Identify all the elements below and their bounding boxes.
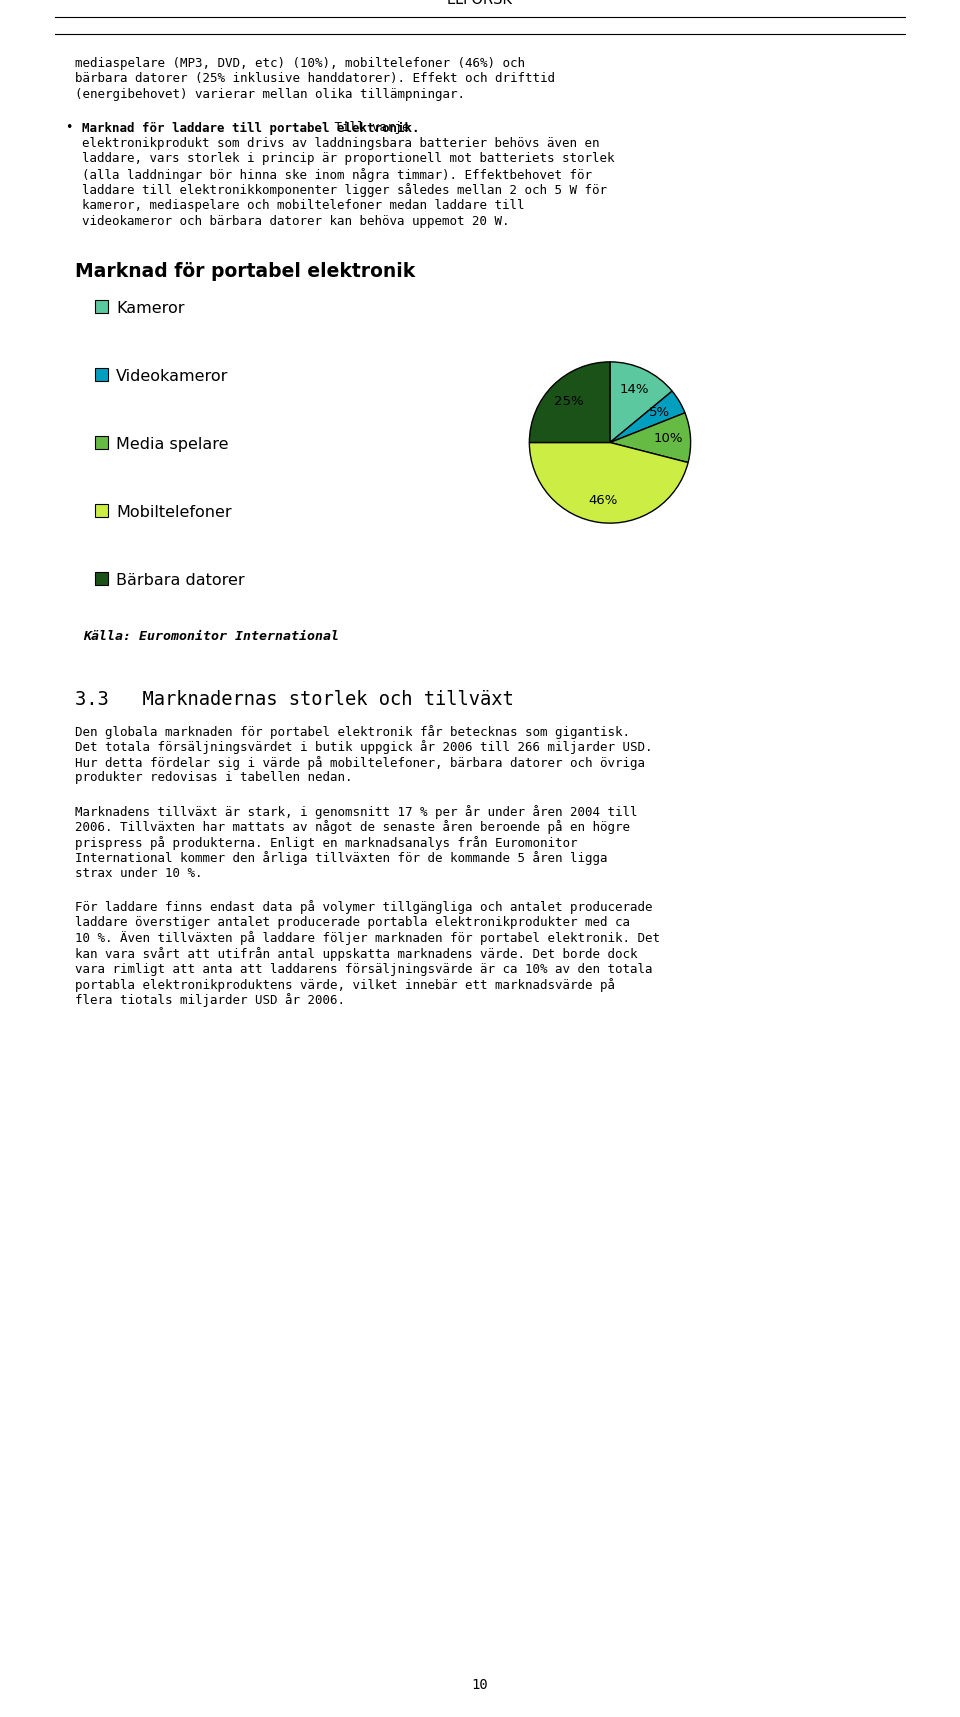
Text: Mobiltelefoner: Mobiltelefoner xyxy=(116,505,231,520)
Text: strax under 10 %.: strax under 10 %. xyxy=(75,867,203,881)
Text: videokameror och bärbara datorer kan behöva uppemot 20 W.: videokameror och bärbara datorer kan beh… xyxy=(82,215,510,227)
Text: ELFORSK: ELFORSK xyxy=(447,0,513,7)
Text: vara rimligt att anta att laddarens försäljningsvärde är ca 10% av den totala: vara rimligt att anta att laddarens förs… xyxy=(75,963,653,975)
Bar xyxy=(95,572,108,585)
Text: 25%: 25% xyxy=(554,395,584,409)
Text: laddare överstiger antalet producerade portabla elektronikprodukter med ca: laddare överstiger antalet producerade p… xyxy=(75,915,630,929)
Text: Källa: Euromonitor International: Källa: Euromonitor International xyxy=(83,630,339,642)
Text: Bärbara datorer: Bärbara datorer xyxy=(116,573,245,587)
Wedge shape xyxy=(529,362,610,443)
Text: 14%: 14% xyxy=(620,383,650,397)
Text: 5%: 5% xyxy=(649,407,670,419)
Text: bärbara datorer (25% inklusive handdatorer). Effekt och drifttid: bärbara datorer (25% inklusive handdator… xyxy=(75,72,555,86)
Text: För laddare finns endast data på volymer tillgängliga och antalet producerade: För laddare finns endast data på volymer… xyxy=(75,900,653,915)
Text: Marknad för laddare till portabel elektronik.: Marknad för laddare till portabel elektr… xyxy=(82,122,420,134)
Text: 10 %. Även tillväxten på laddare följer marknaden för portabel elektronik. Det: 10 %. Även tillväxten på laddare följer … xyxy=(75,932,660,946)
Bar xyxy=(95,505,108,517)
Wedge shape xyxy=(610,412,690,462)
Text: Marknad för portabel elektronik: Marknad för portabel elektronik xyxy=(75,263,416,282)
Text: (energibehovet) varierar mellan olika tillämpningar.: (energibehovet) varierar mellan olika ti… xyxy=(75,88,465,101)
Text: laddare till elektronikkomponenter ligger således mellan 2 och 5 W för: laddare till elektronikkomponenter ligge… xyxy=(82,184,607,197)
Text: Kameror: Kameror xyxy=(116,300,184,316)
Text: Till varje: Till varje xyxy=(327,122,410,134)
Wedge shape xyxy=(529,443,688,524)
Text: elektronikprodukt som drivs av laddningsbara batterier behövs även en: elektronikprodukt som drivs av laddnings… xyxy=(82,137,599,149)
Wedge shape xyxy=(610,391,685,443)
Text: •: • xyxy=(65,122,72,134)
Text: Marknadens tillväxt är stark, i genomsnitt 17 % per år under åren 2004 till: Marknadens tillväxt är stark, i genomsni… xyxy=(75,805,637,819)
Text: prispress på produkterna. Enligt en marknadsanalys från Euromonitor: prispress på produkterna. Enligt en mark… xyxy=(75,836,578,850)
Text: mediaspelare (MP3, DVD, etc) (10%), mobiltelefoner (46%) och: mediaspelare (MP3, DVD, etc) (10%), mobi… xyxy=(75,57,525,70)
Text: Media spelare: Media spelare xyxy=(116,438,228,452)
Wedge shape xyxy=(610,362,672,443)
Text: laddare, vars storlek i princip är proportionell mot batteriets storlek: laddare, vars storlek i princip är propo… xyxy=(82,153,614,165)
Text: portabla elektronikproduktens värde, vilket innebär ett marknadsvärde på: portabla elektronikproduktens värde, vil… xyxy=(75,979,615,992)
Text: 3.3   Marknadernas storlek och tillväxt: 3.3 Marknadernas storlek och tillväxt xyxy=(75,690,514,709)
Text: kameror, mediaspelare och mobiltelefoner medan laddare till: kameror, mediaspelare och mobiltelefoner… xyxy=(82,199,524,211)
Text: 10%: 10% xyxy=(653,433,683,445)
Text: 2006. Tillväxten har mattats av något de senaste åren beroende på en högre: 2006. Tillväxten har mattats av något de… xyxy=(75,821,630,834)
Text: (alla laddningar bör hinna ske inom några timmar). Effektbehovet för: (alla laddningar bör hinna ske inom någr… xyxy=(82,168,592,182)
Bar xyxy=(95,367,108,381)
Bar xyxy=(95,436,108,450)
Text: Det totala försäljningsvärdet i butik uppgick år 2006 till 266 miljarder USD.: Det totala försäljningsvärdet i butik up… xyxy=(75,740,653,754)
Text: 10: 10 xyxy=(471,1678,489,1691)
Text: Hur detta fördelar sig i värde på mobiltelefoner, bärbara datorer och övriga: Hur detta fördelar sig i värde på mobilt… xyxy=(75,755,645,769)
Text: kan vara svårt att utifrån antal uppskatta marknadens värde. Det borde dock: kan vara svårt att utifrån antal uppskat… xyxy=(75,948,637,962)
Text: Videokameror: Videokameror xyxy=(116,369,228,385)
Text: produkter redovisas i tabellen nedan.: produkter redovisas i tabellen nedan. xyxy=(75,771,352,785)
Bar xyxy=(95,300,108,312)
Text: International kommer den årliga tillväxten för de kommande 5 åren ligga: International kommer den årliga tillväxt… xyxy=(75,852,608,865)
Text: flera tiotals miljarder USD år 2006.: flera tiotals miljarder USD år 2006. xyxy=(75,994,345,1008)
Text: Den globala marknaden för portabel elektronik får betecknas som gigantisk.: Den globala marknaden för portabel elekt… xyxy=(75,725,630,738)
Text: 46%: 46% xyxy=(588,493,617,507)
